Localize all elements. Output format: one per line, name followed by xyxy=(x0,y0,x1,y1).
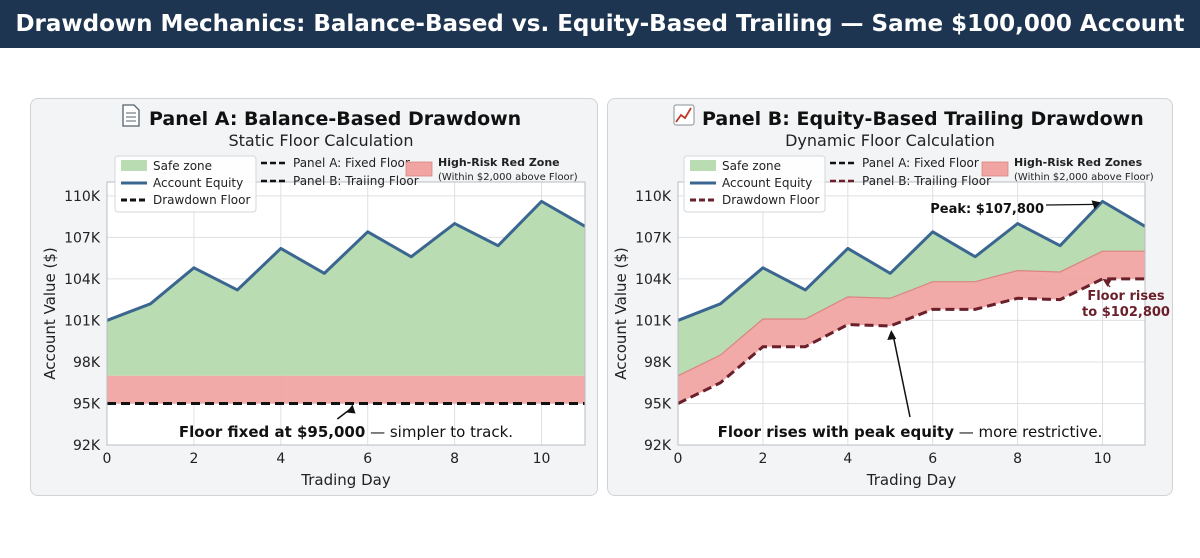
account-equity-line xyxy=(677,199,1146,322)
y-tick-label: 104K xyxy=(635,272,672,288)
legend-label-equity: Account Equity xyxy=(153,176,243,190)
legend-box xyxy=(114,155,257,213)
y-tick-label: 101K xyxy=(635,313,672,329)
red-zone-area xyxy=(107,375,585,404)
legend-label-safe: Safe zone xyxy=(153,159,212,173)
x-tick-label: 10 xyxy=(533,451,551,467)
x-axis-label: Trading Day xyxy=(866,471,957,489)
red-zone-area xyxy=(678,251,1145,404)
chart-panel-b: 92K 95K 98K 101K 104K 107K 110K 0 2 4 6 8 10 Trading … xyxy=(612,104,1170,489)
legend-label-red-zone: High-Risk Red Zones xyxy=(1014,156,1143,169)
y-tick-label: 110K xyxy=(635,189,672,205)
annotation-arrowhead xyxy=(887,329,897,340)
legend-label-red-zone: High-Risk Red Zone xyxy=(438,156,560,169)
panel-a: 92K 95K 98K 101K 104K 107K 110K 0 2 4 6 8 10 Trading … xyxy=(30,98,598,496)
legend-swatch-red-zone xyxy=(405,161,433,177)
annotation-bold: Floor rises with peak equity xyxy=(718,423,955,441)
page-header: Drawdown Mechanics: Balance-Based vs. Eq… xyxy=(0,0,1200,48)
legend-swatch-red-zone xyxy=(981,161,1009,177)
y-axis-label: Account Value ($) xyxy=(41,247,59,380)
annotation-rest: — more restrictive. xyxy=(954,423,1102,441)
plot-frame xyxy=(106,181,586,446)
legend-swatch-safe xyxy=(690,160,716,171)
annotation-arrow xyxy=(892,335,911,418)
legend-label-floor: Drawdown Floor xyxy=(153,193,250,207)
x-tick-label: 10 xyxy=(1094,451,1112,467)
legend-swatch-safe xyxy=(121,160,147,171)
safe-zone-area xyxy=(678,201,1145,376)
legend-label-trailing-floor: Panel B: Trailing Floor xyxy=(862,174,991,188)
plot-frame xyxy=(677,181,1146,446)
legend-label-fixed-floor: Panel A: Fixed Floor xyxy=(862,156,979,170)
y-tick-label: 107K xyxy=(64,230,101,246)
panel-title: Panel B: Equity-Based Trailing Drawdown xyxy=(702,108,1144,130)
x-tick-label: 2 xyxy=(758,451,767,467)
panel-subtitle: Static Floor Calculation xyxy=(229,131,414,150)
x-axis-label: Trading Day xyxy=(300,471,391,489)
account-equity-line xyxy=(106,199,586,322)
x-tick-label: 6 xyxy=(363,451,372,467)
document-icon xyxy=(122,104,140,127)
annotation-floor-arrowhead xyxy=(1102,278,1112,287)
annotation-floor-value: to $102,800 xyxy=(1082,305,1170,320)
red-zone-edge xyxy=(677,250,1145,377)
y-tick-label: 110K xyxy=(64,189,101,205)
page-title: Drawdown Mechanics: Balance-Based vs. Eq… xyxy=(15,11,1185,37)
chart-icon-line xyxy=(675,107,692,123)
x-tick-label: 4 xyxy=(276,451,285,467)
chart-panel-a: 92K 95K 98K 101K 104K 107K 110K 0 2 4 6 8 10 Trading … xyxy=(41,104,586,489)
y-tick-label: 92K xyxy=(73,438,101,454)
panel-title: Panel A: Balance-Based Drawdown xyxy=(149,108,521,130)
y-tick-label: 92K xyxy=(644,438,672,454)
safe-zone-area xyxy=(107,201,585,376)
x-tick-label: 6 xyxy=(928,451,937,467)
x-tick-label: 8 xyxy=(450,451,459,467)
y-tick-label: 104K xyxy=(64,272,101,288)
legend-label-red-zone-note: (Within $2,000 above Floor) xyxy=(438,172,578,183)
legend-label-equity: Account Equity xyxy=(722,176,812,190)
x-tick-label: 0 xyxy=(103,451,112,467)
annotation-bold: Floor fixed at $95,000 xyxy=(179,423,365,441)
y-tick-label: 101K xyxy=(64,313,101,329)
drawdown-floor-line xyxy=(677,277,1145,405)
legend-label-red-zone-note: (Within $2,000 above Floor) xyxy=(1014,172,1154,183)
y-axis-label: Account Value ($) xyxy=(612,247,630,380)
annotation-floor-rises-peak: Floor rises with peak equity — more rest… xyxy=(718,423,1103,441)
y-tick-label: 98K xyxy=(73,355,101,371)
annotation-floor-fixed: Floor fixed at $95,000 — simpler to trac… xyxy=(179,423,513,441)
x-tick-label: 0 xyxy=(674,451,683,467)
y-tick-label: 107K xyxy=(635,230,672,246)
annotation-rest: — simpler to track. xyxy=(365,423,513,441)
x-tick-label: 2 xyxy=(189,451,198,467)
annotation-peak: Peak: $107,800 xyxy=(930,202,1044,217)
legend-box xyxy=(683,155,826,213)
annotation-peak-arrowhead xyxy=(1091,200,1101,210)
x-tick-label: 8 xyxy=(1013,451,1022,467)
legend-label-trailing-floor: Panel B: Traiing Floor xyxy=(293,174,419,188)
annotation-floor-rises: Floor rises xyxy=(1087,289,1165,304)
annotation-arrowhead xyxy=(346,404,356,414)
panel-b: 92K 95K 98K 101K 104K 107K 110K 0 2 4 6 8 10 Trading … xyxy=(607,98,1173,496)
legend-label-fixed-floor: Panel A: Fixed Floor xyxy=(293,156,410,170)
y-tick-label: 98K xyxy=(644,355,672,371)
legend-label-safe: Safe zone xyxy=(722,159,781,173)
x-tick-label: 4 xyxy=(843,451,852,467)
annotation-peak-arrow xyxy=(1045,203,1097,206)
y-tick-label: 95K xyxy=(73,396,101,412)
y-tick-label: 95K xyxy=(644,396,672,412)
panel-subtitle: Dynamic Floor Calculation xyxy=(785,131,995,150)
legend-label-floor: Drawdown Floor xyxy=(722,193,819,207)
